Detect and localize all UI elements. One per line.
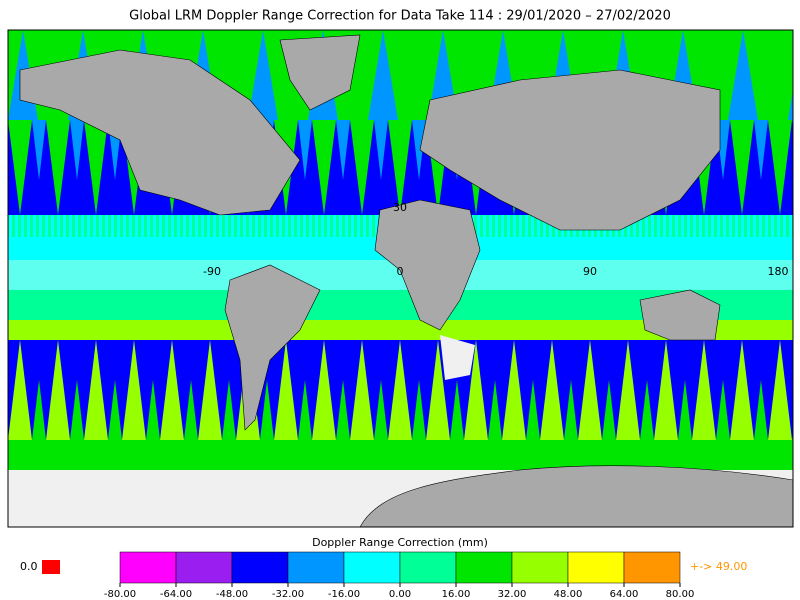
color-swatch [175, 551, 233, 584]
title: Global LRM Doppler Range Correction for … [129, 9, 671, 24]
tick-label: 0.00 [389, 589, 411, 600]
tick-label: 16.00 [442, 589, 471, 600]
color-swatch [231, 551, 289, 584]
grid-label: 0 [397, 265, 404, 278]
missing-label: 0.0 [20, 560, 38, 573]
grid-label: 180 [768, 265, 789, 278]
tick-label: 80.00 [666, 589, 695, 600]
color-swatch [399, 551, 457, 584]
map: 30 -90 0 90 180 [7, 29, 794, 528]
tick-label: -64.00 [160, 589, 192, 600]
color-swatch [287, 551, 345, 584]
colorbar: -80.00 -64.00 -48.00 -32.00 -16.00 0.00 16.00 3… [42, 551, 695, 600]
color-swatch [623, 551, 681, 584]
missing-swatch [42, 560, 60, 574]
tick-label: 64.00 [610, 589, 639, 600]
tick-label: -48.00 [216, 589, 248, 600]
tick-label: 32.00 [498, 589, 527, 600]
color-swatch [567, 551, 625, 584]
tick-label: -16.00 [328, 589, 360, 600]
color-swatch [119, 551, 177, 584]
grid-label: -90 [203, 265, 221, 278]
legend-title: Doppler Range Correction (mm) [312, 536, 488, 549]
tick-label: 48.00 [554, 589, 583, 600]
tick-label: -80.00 [104, 589, 136, 600]
overflow-label: +-> 49.00 [690, 560, 747, 573]
color-swatch [511, 551, 569, 584]
grid-label: 90 [583, 265, 597, 278]
grid-label: 30 [393, 201, 407, 214]
color-swatch [343, 551, 401, 584]
tick-label: -32.00 [272, 589, 304, 600]
color-swatch [455, 551, 513, 584]
